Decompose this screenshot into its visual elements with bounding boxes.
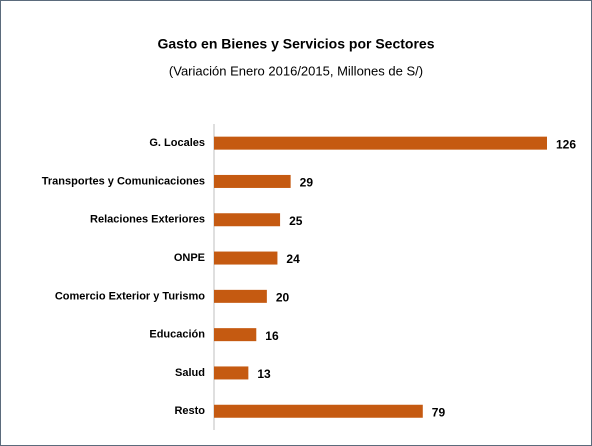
- data-label: 126: [556, 137, 576, 151]
- y-tick-label: ONPE: [174, 252, 205, 264]
- bar: [214, 328, 257, 342]
- bar: [214, 289, 267, 303]
- y-tick-label: Resto: [174, 405, 205, 417]
- data-label: 24: [286, 252, 300, 266]
- y-tick-label: Transportes y Comunicaciones: [42, 175, 205, 187]
- y-tick-label: Relaciones Exteriores: [90, 214, 205, 226]
- bar: [214, 213, 281, 227]
- bar: [214, 136, 547, 150]
- chart-subtitle: (Variación Enero 2016/2015, Millones de …: [169, 63, 423, 78]
- y-tick-label: G. Locales: [149, 137, 205, 149]
- bar: [214, 174, 291, 188]
- data-label: 79: [432, 405, 446, 419]
- y-tick-label: Educación: [149, 329, 205, 341]
- data-label: 29: [300, 176, 314, 190]
- y-tick-label: Salud: [175, 367, 205, 379]
- bar: [214, 404, 423, 418]
- data-label: 20: [276, 291, 290, 305]
- data-label: 25: [289, 214, 303, 228]
- data-label: 13: [257, 367, 271, 381]
- y-tick-label: Comercio Exterior y Turismo: [55, 290, 205, 302]
- bar: [214, 366, 249, 380]
- data-label: 16: [265, 329, 279, 343]
- bar: [214, 251, 278, 265]
- chart-title: Gasto en Bienes y Servicios por Sectores: [157, 36, 434, 52]
